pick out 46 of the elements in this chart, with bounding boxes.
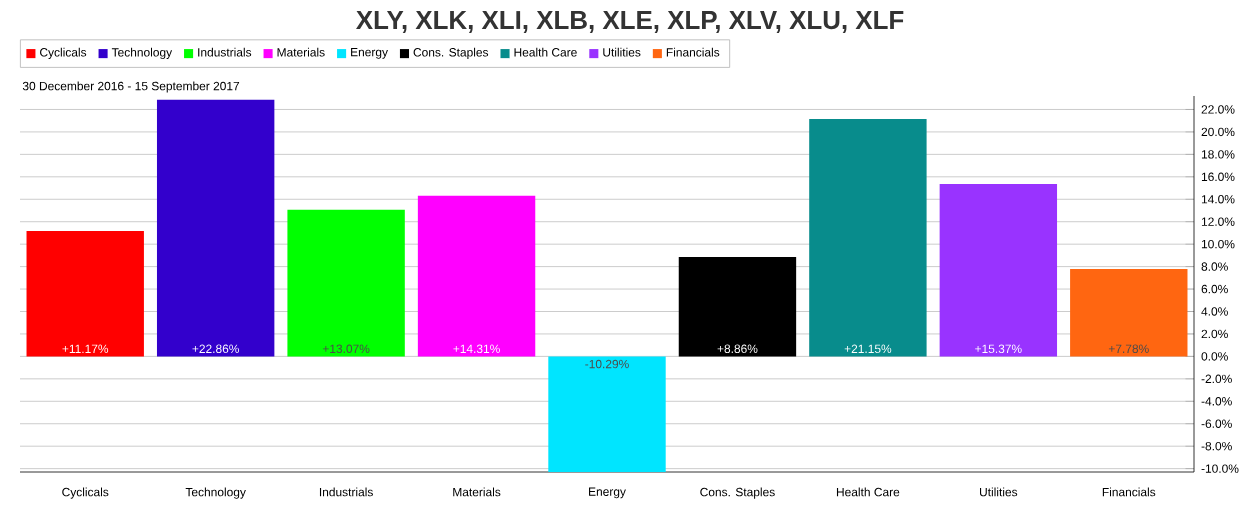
data-label: +22.86% [192,344,240,354]
x-tick-label: Financials [1102,487,1156,497]
data-label: +8.86% [717,344,758,354]
x-tick-label: Materials [453,487,501,497]
y-tick-label: 0.0% [1201,352,1228,361]
y-tick-label: 10.0% [1201,239,1235,249]
y-tick-label: 20.0% [1201,127,1235,137]
y-tick-label: 6.0% [1201,284,1228,294]
chart-title: XLY, XLK, XLI, XLB, XLE, XLP, XLV, XLU, XLF [356,11,904,33]
legend-label: Health Care [514,47,577,57]
legend-label: Industrials [198,47,252,57]
data-label: -10.29% [585,359,629,369]
legend-label: Utilities [603,47,641,57]
legend-label: Energy [351,48,388,59]
y-tick-label: -2.0% [1201,374,1232,384]
x-tick-label: Health Care [836,487,900,497]
y-tick-label: 8.0% [1201,262,1228,271]
x-tick-label: Technology [185,487,246,499]
data-label: +13.07% [322,344,370,354]
y-tick-label: -8.0% [1201,441,1232,451]
legend-label: Cons. Staples [413,47,489,59]
y-tick-label: 4.0% [1201,307,1228,316]
y-tick-label: 2.0% [1201,329,1228,339]
data-label: +14.31% [453,344,500,354]
legend-label: Technology [111,47,173,59]
y-tick-label: -10.0% [1201,464,1239,473]
legend-label: Materials [277,47,325,57]
y-tick-label: 12.0% [1201,217,1235,226]
y-tick-label: 22.0% [1201,105,1235,114]
y-tick-label: 14.0% [1201,195,1235,204]
x-tick-label: Cons. Staples [700,487,775,499]
y-tick-label: -4.0% [1201,397,1232,406]
data-label: +11.17% [62,344,109,353]
legend-label: Financials [666,47,720,57]
y-tick-label: 18.0% [1201,150,1235,159]
y-tick-label: 16.0% [1201,172,1235,182]
data-label: +7.78% [1108,344,1149,354]
legend-label: Cyclicals [40,47,87,59]
data-label: +21.15% [844,344,892,354]
x-tick-label: Industrials [319,487,373,497]
x-tick-label: Energy [589,487,626,499]
x-tick-label: Utilities [980,487,1018,497]
data-label: +15.37% [975,344,1022,354]
chart-subtitle: 30 December 2016 - 15 September 2017 [22,81,240,93]
x-tick-label: Cyclicals [62,487,109,499]
y-tick-label: -6.0% [1201,419,1232,428]
